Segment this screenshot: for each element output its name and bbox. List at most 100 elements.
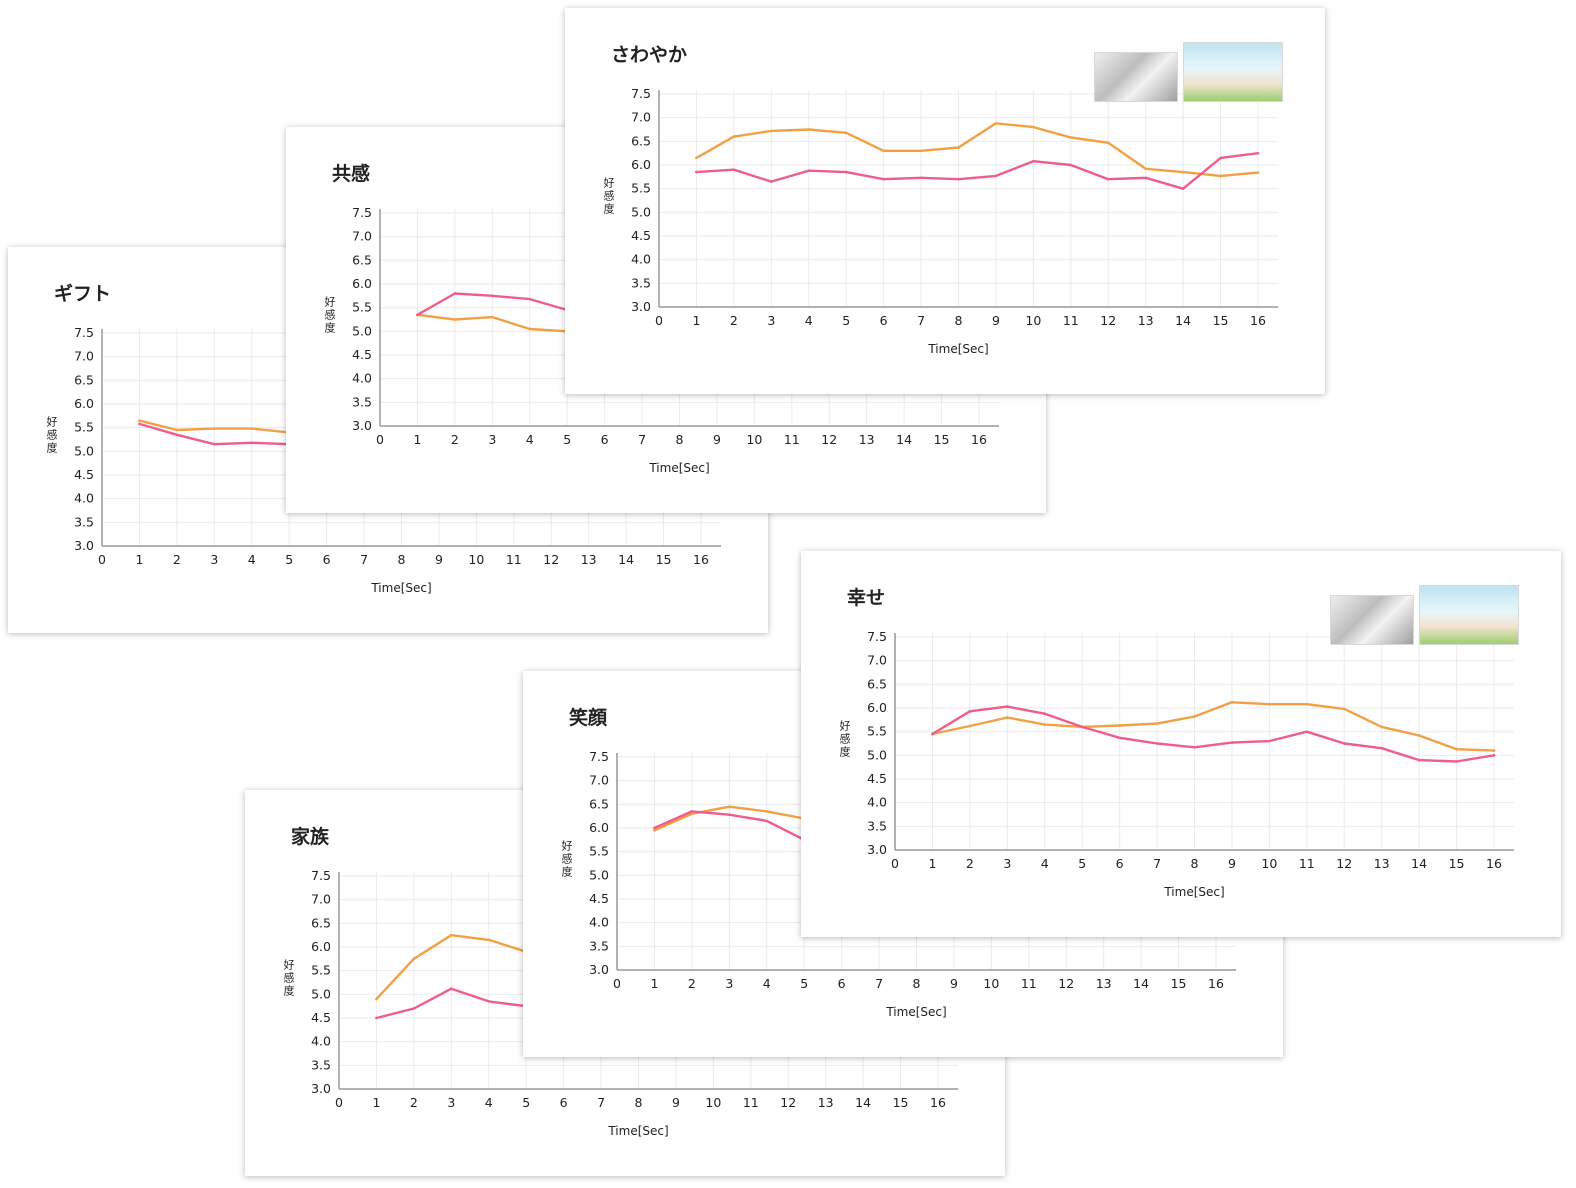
data-point bbox=[728, 805, 731, 808]
series-line-1 bbox=[931, 705, 1496, 763]
data-point bbox=[450, 987, 453, 990]
x-tick-label: 15 bbox=[1171, 976, 1187, 991]
chart-card-sawayaka: さわやか 3.0 3.5 4.0 4.5 5.0 5.5 6.0 6.5 7.0 7.5 0 1 2 3 4… bbox=[565, 8, 1325, 394]
x-tick-label: 12 bbox=[780, 1095, 796, 1110]
x-tick-label: 16 bbox=[1486, 856, 1502, 871]
data-point bbox=[138, 422, 141, 426]
x-tick-label: 10 bbox=[468, 552, 484, 567]
x-tick-label: 6 bbox=[838, 976, 846, 991]
y-tick-label: 6.0 bbox=[352, 276, 372, 291]
data-point bbox=[1118, 736, 1121, 740]
y-axis-label: 好感度 bbox=[325, 295, 336, 335]
x-tick-label: 0 bbox=[335, 1095, 343, 1110]
data-point bbox=[1193, 715, 1196, 718]
x-tick-label: 0 bbox=[613, 976, 621, 991]
y-tick-label: 6.5 bbox=[867, 676, 887, 691]
y-axis-label: 好感度 bbox=[562, 839, 573, 879]
x-tick-label: 15 bbox=[1213, 313, 1229, 328]
data-point bbox=[453, 292, 457, 295]
x-tick-label: 2 bbox=[451, 432, 459, 447]
x-tick-label: 11 bbox=[1063, 313, 1079, 328]
data-point bbox=[412, 1007, 416, 1010]
y-tick-label: 5.0 bbox=[311, 986, 331, 1001]
y-tick-label: 3.0 bbox=[311, 1081, 331, 1096]
y-tick-label: 5.0 bbox=[867, 747, 887, 762]
y-tick-label: 6.0 bbox=[589, 820, 609, 835]
data-point bbox=[416, 313, 419, 317]
data-point bbox=[807, 169, 811, 172]
x-tick-label: 10 bbox=[1025, 313, 1041, 328]
x-tick-label: 5 bbox=[1078, 856, 1086, 871]
x-tick-label: 5 bbox=[842, 313, 850, 328]
y-tick-label: 4.0 bbox=[589, 915, 609, 930]
y-tick-label: 4.5 bbox=[867, 771, 887, 786]
y-tick-label: 6.5 bbox=[589, 796, 609, 811]
x-tick-label: 11 bbox=[743, 1095, 759, 1110]
x-tick-label: 13 bbox=[859, 432, 875, 447]
data-point bbox=[1380, 725, 1383, 729]
x-tick-label: 2 bbox=[410, 1095, 418, 1110]
family-photo-thumbnail bbox=[1419, 585, 1519, 645]
x-tick-label: 6 bbox=[1116, 856, 1124, 871]
x-axis-label: Time[Sec] bbox=[1163, 885, 1224, 899]
data-point bbox=[994, 122, 998, 125]
y-tick-label: 4.5 bbox=[74, 467, 94, 482]
x-tick-label: 16 bbox=[1208, 976, 1224, 991]
x-tick-label: 0 bbox=[655, 313, 663, 328]
y-tick-label: 4.0 bbox=[631, 252, 651, 267]
y-axis-label: 好感度 bbox=[840, 719, 851, 759]
x-tick-label: 7 bbox=[875, 976, 883, 991]
x-tick-label: 9 bbox=[950, 976, 958, 991]
data-point bbox=[1043, 723, 1047, 726]
x-tick-label: 14 bbox=[855, 1095, 871, 1110]
data-point bbox=[770, 180, 773, 183]
y-tick-label: 3.0 bbox=[352, 418, 372, 433]
x-tick-label: 14 bbox=[618, 552, 634, 567]
data-point bbox=[450, 933, 453, 937]
x-tick-label: 12 bbox=[1100, 313, 1116, 328]
data-point bbox=[1193, 745, 1196, 749]
x-tick-label: 8 bbox=[1191, 856, 1199, 871]
x-tick-label: 1 bbox=[413, 432, 421, 447]
x-tick-label: 7 bbox=[1153, 856, 1161, 871]
data-point bbox=[1305, 702, 1309, 706]
chart-title: 幸せ bbox=[847, 587, 886, 609]
data-point bbox=[175, 428, 179, 432]
y-tick-label: 5.0 bbox=[352, 323, 372, 338]
x-tick-label: 2 bbox=[173, 552, 181, 567]
data-point bbox=[1268, 702, 1271, 706]
x-tick-label: 11 bbox=[1021, 976, 1037, 991]
x-tick-label: 3 bbox=[447, 1095, 455, 1110]
data-point bbox=[1268, 739, 1271, 743]
x-tick-label: 10 bbox=[983, 976, 999, 991]
x-tick-label: 2 bbox=[966, 856, 974, 871]
data-point bbox=[1417, 734, 1421, 737]
data-point bbox=[1455, 747, 1458, 751]
y-tick-label: 5.5 bbox=[74, 420, 94, 435]
y-tick-label: 7.0 bbox=[74, 349, 94, 364]
x-tick-label: 4 bbox=[485, 1095, 493, 1110]
x-tick-label: 0 bbox=[891, 856, 899, 871]
x-axis-label: Time[Sec] bbox=[370, 581, 431, 595]
family-photo-thumbnail bbox=[1183, 42, 1283, 102]
data-point bbox=[175, 433, 179, 437]
y-tick-label: 7.0 bbox=[311, 892, 331, 907]
data-point bbox=[375, 997, 378, 1001]
data-point bbox=[968, 724, 972, 728]
series-line-1 bbox=[695, 151, 1260, 190]
y-tick-label: 6.5 bbox=[631, 133, 651, 148]
data-point bbox=[968, 710, 972, 713]
y-tick-label: 7.5 bbox=[589, 749, 609, 764]
y-tick-label: 7.0 bbox=[631, 110, 651, 125]
x-tick-label: 5 bbox=[563, 432, 571, 447]
y-tick-label: 4.5 bbox=[631, 228, 651, 243]
y-tick-label: 6.0 bbox=[631, 157, 651, 172]
x-tick-label: 0 bbox=[98, 552, 106, 567]
y-tick-label: 3.5 bbox=[352, 394, 372, 409]
x-tick-label: 2 bbox=[688, 976, 696, 991]
y-axis-label: 好感度 bbox=[604, 176, 615, 216]
chart-card-shiawase: 幸せ 3.0 3.5 4.0 4.5 5.0 5.5 6.0 6.5 7.0 7.5 0 1 2 3 4 5 6… bbox=[801, 551, 1561, 937]
data-point bbox=[1032, 159, 1035, 163]
data-point bbox=[1155, 742, 1159, 745]
data-point bbox=[487, 938, 491, 942]
